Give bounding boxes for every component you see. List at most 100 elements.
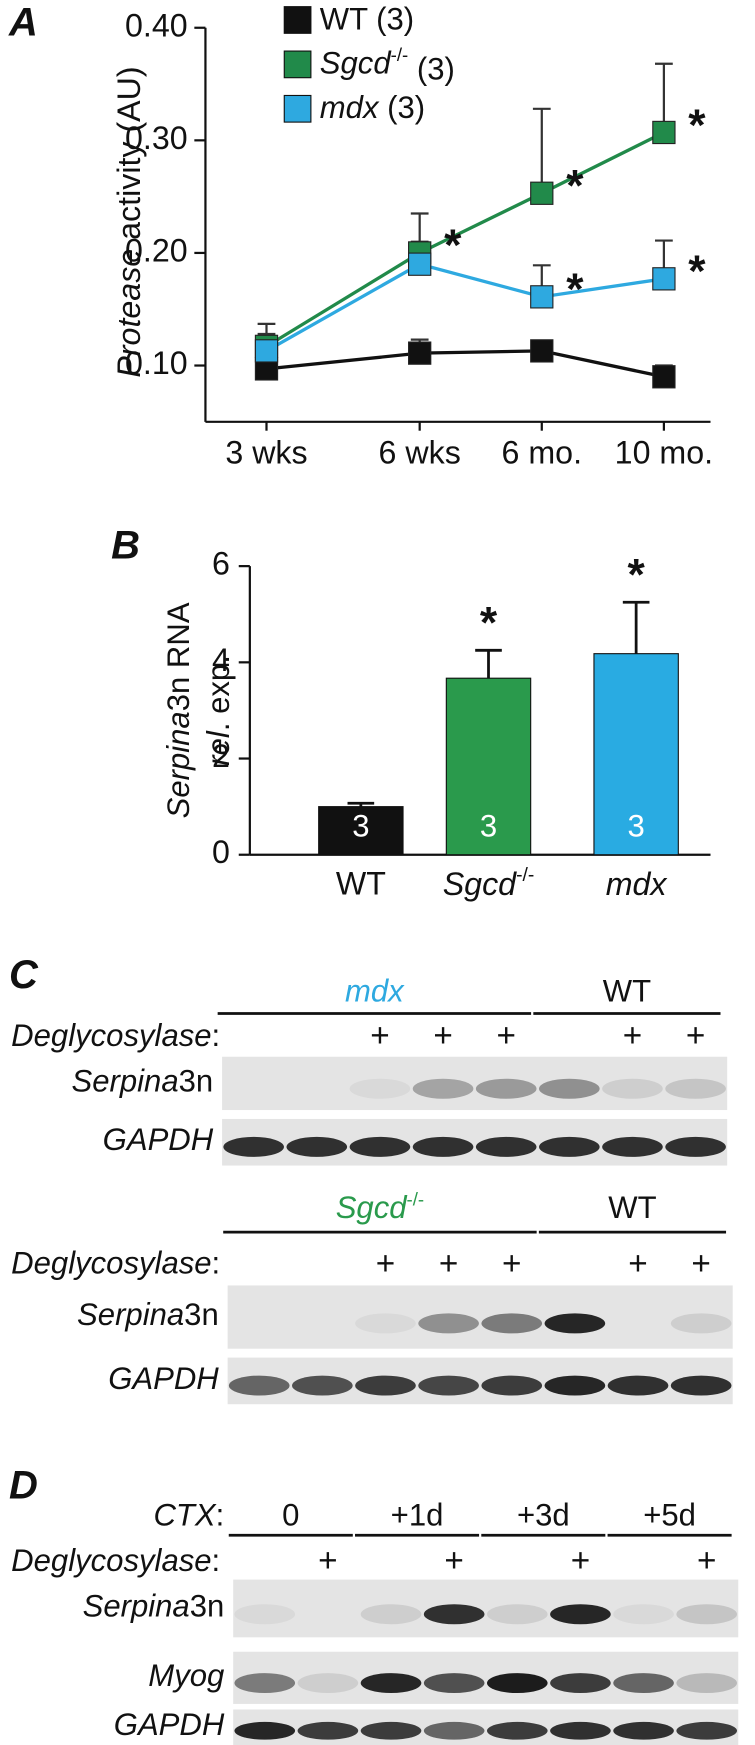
significance-mark: * (628, 551, 646, 600)
x-tick-label: 10 mo. (615, 435, 713, 471)
deglycosylase-sign: + (502, 1245, 521, 1282)
deglycosylase-sign: + (496, 1018, 515, 1055)
bar (445, 677, 532, 856)
deglycosylase-sign: + (628, 1245, 647, 1282)
blot-band (613, 1721, 674, 1740)
bar (593, 653, 679, 856)
error-bar (622, 600, 650, 654)
y-tick-label: 0.40 (125, 7, 188, 43)
blot-band (481, 1375, 543, 1396)
blot-band (486, 1673, 548, 1694)
blot-band (412, 1078, 474, 1099)
blot-band (481, 1313, 543, 1334)
y-axis-label: Protease activity (AU) (111, 66, 147, 377)
deglycosylase-sign: + (376, 1245, 395, 1282)
blot-band (475, 1136, 537, 1157)
deglycosylase-sign: + (697, 1543, 716, 1580)
blot-band (665, 1078, 726, 1099)
blot-band (676, 1604, 738, 1625)
data-point (530, 181, 554, 205)
data-point (652, 120, 676, 145)
deglycosylase-sign: + (370, 1018, 389, 1055)
error-bar (347, 801, 375, 807)
blot-row-label: GAPDH (108, 1361, 219, 1396)
blot-band (349, 1078, 411, 1099)
blot-band (360, 1673, 422, 1694)
blot-row-label: GAPDH (114, 1707, 225, 1742)
y-tick-label: 4 (212, 642, 230, 678)
blot-band (423, 1604, 485, 1625)
deglycosylase-sign: + (444, 1543, 463, 1580)
blot-band (486, 1604, 548, 1625)
blot-strip (227, 1285, 733, 1349)
significance-mark: * (566, 162, 584, 211)
deglycosylase-sign: + (623, 1018, 642, 1055)
blot-band (676, 1673, 738, 1694)
blot-band (613, 1604, 674, 1625)
group-label: +3d (517, 1498, 570, 1533)
y-tick-label: 6 (212, 546, 230, 582)
data-point (408, 252, 432, 276)
blot-band (670, 1313, 732, 1334)
legend-label: WT (3) (320, 1, 414, 36)
blot-band (292, 1375, 353, 1396)
panel-label: A (8, 0, 38, 44)
significance-mark: * (688, 101, 706, 150)
blot-band (423, 1721, 485, 1740)
y-tick-label: 0 (212, 834, 230, 870)
y-tick-label: 0.20 (125, 232, 188, 268)
bar (318, 806, 404, 856)
blot-row-label: Myog (148, 1658, 225, 1693)
blot-band (539, 1078, 600, 1099)
y-tick-label: 0.30 (125, 120, 188, 156)
x-tick-label: Sgcd-/- (443, 865, 535, 901)
data-point (652, 365, 676, 389)
blot-band (544, 1375, 606, 1396)
blot-band (602, 1136, 663, 1157)
blot-band (355, 1375, 416, 1396)
deglycosylase-sign: + (691, 1245, 710, 1282)
blot-band (234, 1673, 296, 1694)
row-header: Deglycosylase: (11, 1018, 220, 1053)
blot-band (418, 1375, 479, 1396)
blot-band (223, 1136, 284, 1157)
blot-row-label: Serpina3n (77, 1297, 219, 1332)
group-label: Sgcd-/- (336, 1189, 424, 1226)
group-label: 0 (282, 1498, 299, 1533)
x-tick-label: 6 mo. (502, 435, 583, 471)
x-tick-label: 6 wks (379, 435, 461, 471)
blot-row-label: Serpina3n (83, 1589, 225, 1624)
blot-band (355, 1313, 416, 1334)
blot-band (418, 1313, 479, 1334)
error-bar (532, 107, 551, 194)
deglycosylase-sign: + (439, 1245, 458, 1282)
y-tick-label: 2 (212, 738, 230, 774)
blot-band (234, 1721, 296, 1740)
x-tick-label: WT (336, 865, 386, 901)
blot-band (423, 1673, 485, 1694)
row-header: Deglycosylase: (11, 1543, 220, 1578)
legend-label: mdx (3) (320, 90, 425, 125)
blot-strip (222, 1056, 728, 1111)
x-tick-label: mdx (606, 865, 669, 901)
row-header: Deglycosylase: (11, 1246, 220, 1281)
panel-label: C (9, 952, 39, 996)
blot-band (670, 1375, 732, 1396)
deglycosylase-sign: + (318, 1543, 337, 1580)
legend-swatch (283, 6, 312, 34)
legend-swatch (283, 94, 312, 123)
legend-label: Sgcd-/- (3) (320, 44, 455, 87)
group-label: +1d (391, 1498, 444, 1533)
blot-strip (233, 1579, 739, 1638)
x-tick-label: 3 wks (225, 435, 307, 471)
series-line (266, 349, 665, 379)
groups-header: CTX: (154, 1498, 225, 1533)
y-tick-label: 0.10 (125, 345, 188, 381)
blot-row-label: Serpina3n (72, 1064, 214, 1099)
blot-band (539, 1136, 600, 1157)
blot-band (228, 1375, 290, 1396)
blot-band (360, 1721, 422, 1740)
significance-mark: * (566, 265, 584, 314)
blot-band (412, 1136, 474, 1157)
